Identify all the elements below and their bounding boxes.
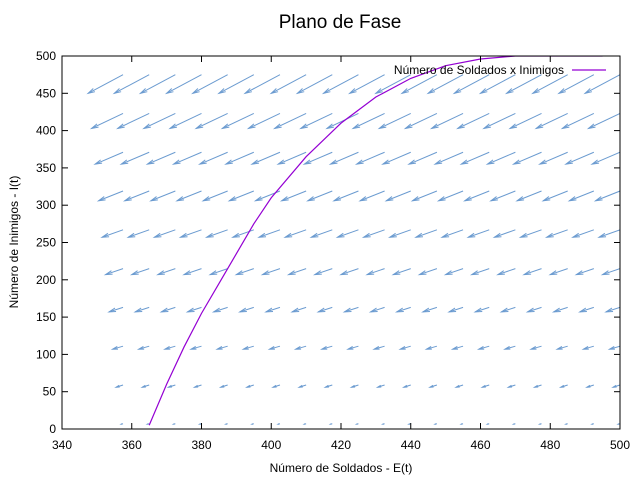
y-tick-label: 400 [36,124,56,138]
x-tick-label: 420 [331,438,351,452]
x-tick-label: 480 [540,438,560,452]
x-tick-label: 380 [191,438,211,452]
y-tick-label: 200 [36,273,56,287]
x-tick-label: 460 [470,438,490,452]
y-axis-label: Número de Inimigos - I(t) [7,176,21,309]
y-tick-label: 0 [49,422,56,436]
x-tick-label: 360 [122,438,142,452]
x-tick-label: 440 [401,438,421,452]
y-tick-label: 50 [43,385,57,399]
legend-label: Número de Soldados x Inimigos [394,63,564,77]
y-tick-label: 350 [36,161,56,175]
y-tick-label: 100 [36,347,56,361]
x-tick-label: 500 [610,438,630,452]
x-tick-label: 340 [52,438,72,452]
chart-title: Plano de Fase [279,12,402,33]
y-tick-label: 250 [36,236,56,250]
y-tick-label: 450 [36,86,56,100]
y-tick-label: 500 [36,49,56,63]
y-tick-label: 300 [36,198,56,212]
x-axis-label: Número de Soldados - E(t) [270,461,413,475]
y-tick-label: 150 [36,310,56,324]
x-tick-label: 400 [261,438,281,452]
